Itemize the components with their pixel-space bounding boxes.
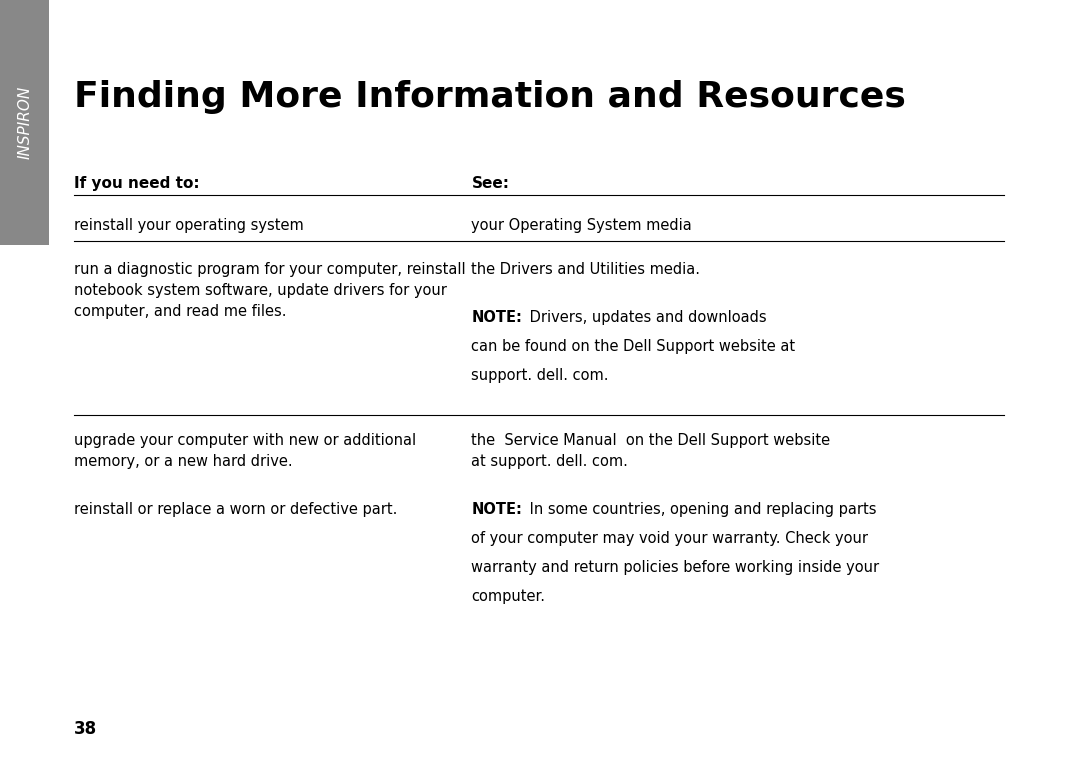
Text: 38: 38 bbox=[73, 720, 97, 738]
Text: warranty and return policies before working inside your: warranty and return policies before work… bbox=[472, 560, 879, 575]
Text: can be found on the Dell Support website at: can be found on the Dell Support website… bbox=[472, 339, 796, 355]
Text: Finding More Information and Resources: Finding More Information and Resources bbox=[73, 80, 906, 114]
Text: INSPIRON: INSPIRON bbox=[17, 86, 32, 159]
Text: NOTE:: NOTE: bbox=[472, 310, 523, 326]
Text: your Operating System media: your Operating System media bbox=[472, 218, 692, 234]
Bar bbox=[0, 0, 50, 245]
Text: the  Service Manual  on the Dell Support website
at support. dell. com.: the Service Manual on the Dell Support w… bbox=[472, 433, 831, 469]
Text: computer.: computer. bbox=[472, 589, 545, 604]
Text: run a diagnostic program for your computer, reinstall
notebook system software, : run a diagnostic program for your comput… bbox=[73, 262, 465, 319]
Text: of your computer may void your warranty. Check your: of your computer may void your warranty.… bbox=[472, 531, 868, 546]
Text: If you need to:: If you need to: bbox=[73, 176, 200, 192]
Text: See:: See: bbox=[472, 176, 510, 192]
Text: support. dell. com.: support. dell. com. bbox=[472, 368, 609, 384]
Text: upgrade your computer with new or additional
memory, or a new hard drive.: upgrade your computer with new or additi… bbox=[73, 433, 416, 469]
Text: Drivers, updates and downloads: Drivers, updates and downloads bbox=[525, 310, 767, 326]
Text: reinstall or replace a worn or defective part.: reinstall or replace a worn or defective… bbox=[73, 502, 397, 517]
Text: NOTE:: NOTE: bbox=[472, 502, 523, 517]
Text: the Drivers and Utilities media.: the Drivers and Utilities media. bbox=[472, 262, 701, 277]
Text: reinstall your operating system: reinstall your operating system bbox=[73, 218, 303, 234]
Text: In some countries, opening and replacing parts: In some countries, opening and replacing… bbox=[525, 502, 876, 517]
